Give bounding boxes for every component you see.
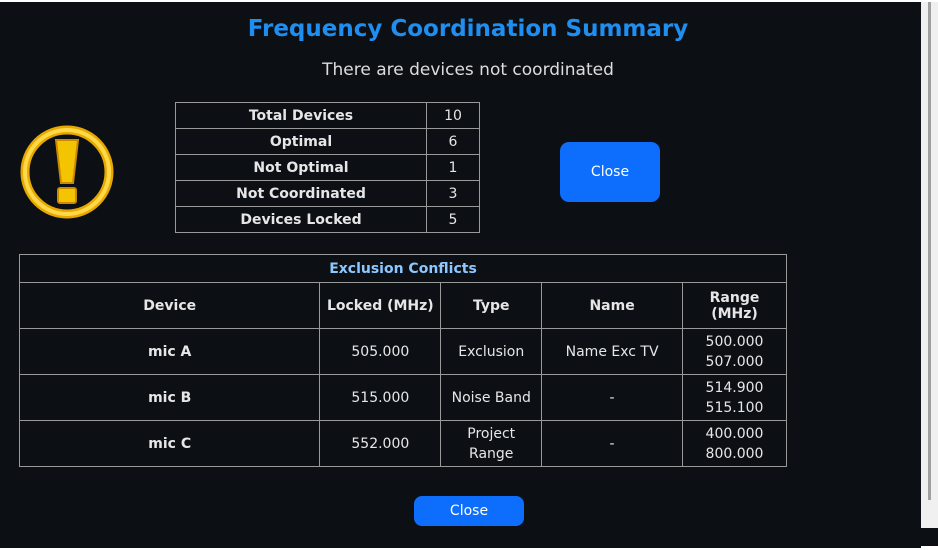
name-cell: Name Exc TV [541, 328, 683, 375]
close-button[interactable]: Close [560, 142, 660, 202]
column-header-locked: Locked (MHz) [319, 282, 442, 329]
summary-value: 10 [426, 102, 480, 129]
dialog-subtitle: There are devices not coordinated [322, 60, 614, 80]
range-cell: 514.900 515.100 [681, 374, 788, 421]
device-cell: mic C [18, 420, 321, 467]
coordination-summary-dialog: Frequency Coordination Summary There are… [0, 2, 921, 548]
summary-table: Total Devices 10 Optimal 6 Not Optimal 1 Not C… [175, 102, 480, 233]
summary-label: Devices Locked [175, 206, 427, 233]
summary-row: Not Coordinated 3 [175, 180, 480, 207]
locked-cell: 505.000 [319, 328, 442, 375]
range-high: 515.100 [705, 399, 764, 416]
close-button-bottom[interactable]: Close [414, 496, 524, 526]
warning-exclamation-icon [20, 125, 114, 219]
summary-label: Not Optimal [175, 154, 427, 181]
range-high: 800.000 [705, 445, 764, 462]
table-row: mic B 515.000 Noise Band - 514.900 515.10… [18, 374, 788, 421]
dialog-title: Frequency Coordination Summary [247, 16, 689, 42]
summary-label: Optimal [175, 128, 427, 155]
summary-value: 3 [426, 180, 480, 207]
range-cell: 500.000 507.000 [681, 328, 788, 375]
locked-cell: 552.000 [319, 420, 442, 467]
column-header-range: Range (MHz) [681, 282, 788, 329]
device-cell: mic B [18, 374, 321, 421]
table-row: mic A 505.000 Exclusion Name Exc TV 500.… [18, 328, 788, 375]
column-header-name: Name [541, 282, 683, 329]
summary-label: Not Coordinated [175, 180, 427, 207]
locked-cell: 515.000 [319, 374, 442, 421]
column-header-type: Type [440, 282, 543, 329]
summary-label: Total Devices [175, 102, 427, 129]
range-high: 507.000 [705, 353, 764, 370]
type-cell: Noise Band [440, 374, 543, 421]
summary-value: 5 [426, 206, 480, 233]
device-cell: mic A [18, 328, 321, 375]
name-cell: - [541, 374, 683, 421]
range-cell: 400.000 800.000 [681, 420, 788, 467]
summary-value: 6 [426, 128, 480, 155]
summary-row: Not Optimal 1 [175, 154, 480, 181]
summary-row: Total Devices 10 [175, 102, 480, 129]
exclusion-conflicts-title: Exclusion Conflicts [19, 254, 787, 283]
range-low: 500.000 [705, 333, 764, 350]
table-row: mic C 552.000 Project Range - 400.000 800… [18, 420, 788, 467]
scrollbar-thumb[interactable] [928, 2, 931, 500]
column-header-device: Device [18, 282, 321, 329]
summary-value: 1 [426, 154, 480, 181]
exclusion-conflicts-table: Exclusion Conflicts Device Locked (MHz) … [18, 254, 788, 467]
type-cell: Project Range [440, 420, 543, 467]
corner [921, 528, 938, 546]
scrollbar[interactable] [921, 2, 938, 528]
type-cell: Exclusion [440, 328, 543, 375]
name-cell: - [541, 420, 683, 467]
range-low: 400.000 [705, 425, 764, 442]
range-low: 514.900 [705, 379, 764, 396]
summary-row: Devices Locked 5 [175, 206, 480, 233]
summary-row: Optimal 6 [175, 128, 480, 155]
